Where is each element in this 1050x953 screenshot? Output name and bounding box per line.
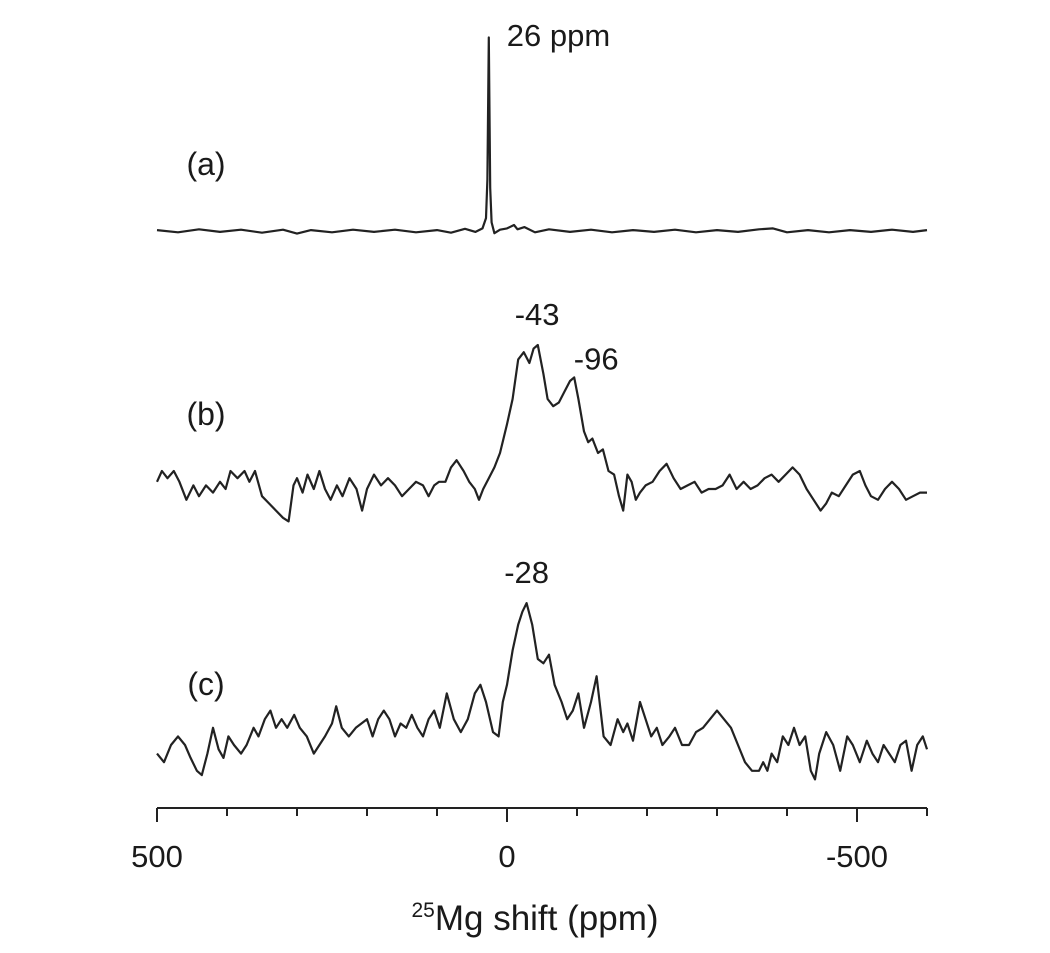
spectrum-line-b xyxy=(155,343,927,523)
x-axis-title-text: Mg shift (ppm) xyxy=(435,899,659,938)
peak-label: 26 ppm xyxy=(507,18,610,53)
spectrum-line-c xyxy=(156,602,929,781)
peak-label: -43 xyxy=(515,297,560,332)
labels-layer: (a) 26 ppm (b) -43 -96 (c) -28 xyxy=(186,18,618,702)
panel-label-c: (c) xyxy=(187,666,224,702)
x-axis: 500 0 -500 xyxy=(131,807,928,874)
tick-label: 0 xyxy=(498,839,515,874)
tick-label: -500 xyxy=(826,839,888,874)
tick-label: 500 xyxy=(131,839,183,874)
spectra-layer xyxy=(155,36,929,781)
peak-label: -28 xyxy=(504,555,549,590)
panel-label-a: (a) xyxy=(186,146,225,182)
x-axis-title-isotope: 25 xyxy=(411,899,434,922)
panel-label-b: (b) xyxy=(186,396,225,432)
spectrum-line-a xyxy=(156,36,928,235)
peak-label: -96 xyxy=(574,341,619,376)
x-axis-title: 25Mg shift (ppm) xyxy=(411,899,658,938)
